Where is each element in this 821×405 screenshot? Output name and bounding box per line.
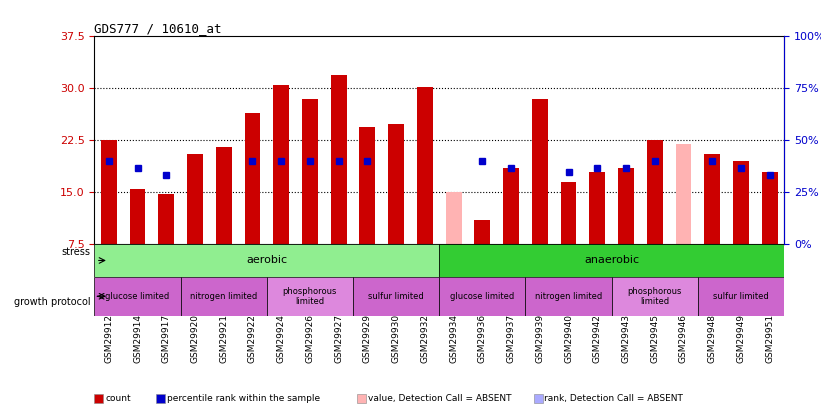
Bar [439, 277, 525, 316]
Text: sulfur limited: sulfur limited [713, 292, 768, 301]
Text: GSM29926: GSM29926 [305, 314, 314, 363]
Text: GSM29942: GSM29942 [593, 314, 602, 363]
Bar [388, 124, 404, 244]
Text: GSM29943: GSM29943 [621, 314, 631, 363]
Text: phosphorous
limited: phosphorous limited [627, 287, 682, 306]
Text: GSM29936: GSM29936 [478, 314, 487, 363]
Text: glucose limited: glucose limited [105, 292, 170, 301]
Text: GSM29937: GSM29937 [507, 314, 516, 363]
Bar [446, 192, 461, 244]
Text: GSM29929: GSM29929 [363, 314, 372, 363]
Bar [273, 85, 289, 244]
Bar [181, 277, 267, 316]
Text: anaerobic: anaerobic [584, 256, 640, 265]
Bar [475, 220, 490, 244]
Bar [647, 141, 663, 244]
Text: GSM29939: GSM29939 [535, 314, 544, 363]
Text: GSM29927: GSM29927 [334, 314, 343, 363]
Text: GDS777 / 10610_at: GDS777 / 10610_at [94, 22, 222, 35]
Bar [94, 244, 439, 277]
Bar [130, 189, 145, 244]
Bar [532, 99, 548, 244]
Text: percentile rank within the sample: percentile rank within the sample [167, 394, 320, 403]
Text: GSM29951: GSM29951 [765, 314, 774, 363]
Bar [302, 99, 318, 244]
Text: GSM29920: GSM29920 [190, 314, 200, 363]
Bar [503, 168, 519, 244]
Bar [267, 277, 353, 316]
Text: GSM29922: GSM29922 [248, 314, 257, 363]
Bar [439, 244, 784, 277]
Bar [612, 277, 698, 316]
Text: GSM29934: GSM29934 [449, 314, 458, 363]
Bar [618, 168, 634, 244]
Text: rank, Detection Call = ABSENT: rank, Detection Call = ABSENT [544, 394, 683, 403]
Bar [589, 172, 605, 244]
Text: GSM29945: GSM29945 [650, 314, 659, 363]
Text: value, Detection Call = ABSENT: value, Detection Call = ABSENT [368, 394, 511, 403]
Bar [216, 147, 232, 244]
Text: GSM29917: GSM29917 [162, 314, 171, 363]
Text: phosphorous
limited: phosphorous limited [282, 287, 337, 306]
Text: nitrogen limited: nitrogen limited [190, 292, 257, 301]
Bar [698, 277, 784, 316]
Bar [561, 182, 576, 244]
Bar [417, 87, 433, 244]
Text: sulfur limited: sulfur limited [369, 292, 424, 301]
Bar [704, 154, 720, 244]
Text: count: count [105, 394, 131, 403]
Bar [733, 161, 749, 244]
Text: aerobic: aerobic [246, 256, 287, 265]
Text: GSM29914: GSM29914 [133, 314, 142, 363]
Bar [676, 144, 691, 244]
Bar [187, 154, 203, 244]
Bar [360, 126, 375, 244]
Text: GSM29930: GSM29930 [392, 314, 401, 363]
Bar [245, 113, 260, 244]
Bar [331, 75, 346, 244]
Text: GSM29912: GSM29912 [104, 314, 113, 363]
Text: GSM29921: GSM29921 [219, 314, 228, 363]
Text: GSM29949: GSM29949 [736, 314, 745, 363]
Bar [94, 277, 181, 316]
Bar [762, 172, 777, 244]
Text: GSM29940: GSM29940 [564, 314, 573, 363]
Text: nitrogen limited: nitrogen limited [535, 292, 602, 301]
Text: GSM29924: GSM29924 [277, 314, 286, 363]
Text: GSM29948: GSM29948 [708, 314, 717, 363]
Bar [158, 194, 174, 244]
Text: growth protocol: growth protocol [14, 297, 90, 307]
Bar [353, 277, 439, 316]
Text: GSM29932: GSM29932 [420, 314, 429, 363]
Text: GSM29946: GSM29946 [679, 314, 688, 363]
Text: glucose limited: glucose limited [450, 292, 515, 301]
Bar [525, 277, 612, 316]
Bar [101, 141, 117, 244]
Text: stress: stress [62, 247, 90, 257]
